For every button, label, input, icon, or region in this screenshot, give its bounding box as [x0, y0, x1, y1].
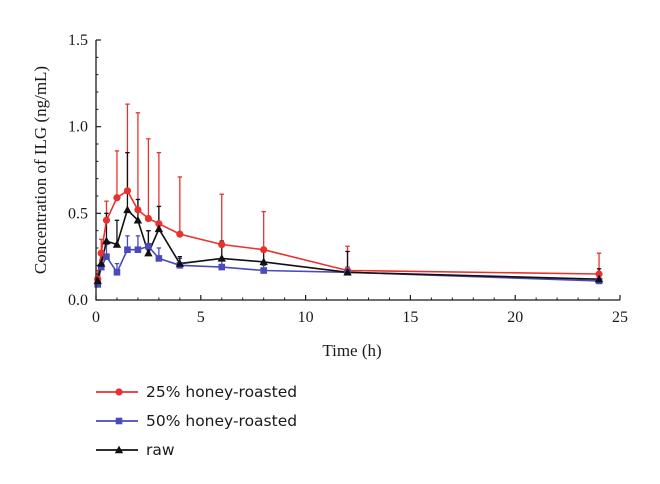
legend-marker [115, 388, 123, 396]
y-tick-label: 0.5 [68, 205, 88, 222]
data-point [102, 216, 111, 224]
data-point [260, 267, 267, 274]
data-point [133, 215, 143, 224]
legend-label: raw [146, 441, 175, 459]
data-point [103, 253, 110, 260]
data-point [123, 205, 132, 214]
legend-marker [114, 445, 124, 454]
data-point [112, 240, 122, 248]
data-point [134, 246, 142, 254]
legend-label: 50% honey-roasted [146, 412, 297, 430]
series-markers [93, 187, 604, 288]
series-line-1 [96, 189, 600, 280]
data-point [259, 257, 268, 266]
data-point [175, 259, 185, 267]
data-point [595, 270, 603, 278]
data-point [343, 267, 352, 276]
axes [95, 39, 621, 301]
legend-item: 50% honey-roasted [96, 412, 297, 430]
data-point [217, 254, 226, 262]
data-point [144, 214, 152, 223]
data-point [97, 249, 105, 257]
y-tick-label: 1.0 [68, 119, 88, 136]
legend-item: raw [96, 441, 175, 459]
x-tick-label: 0 [92, 309, 100, 326]
x-tick-label: 10 [298, 309, 314, 326]
data-point [260, 246, 268, 254]
data-point [97, 263, 105, 271]
y-tick-label: 0.0 [68, 292, 88, 309]
data-point [176, 230, 184, 238]
data-point [594, 274, 604, 283]
data-point [154, 224, 164, 233]
data-point [123, 187, 132, 195]
legend: 25% honey-roasted 50% honey-roasted raw [96, 383, 297, 459]
data-point [145, 242, 152, 250]
tick-labels: 0 5 10 15 20 25 0.0 0.5 1.0 1.5 [68, 32, 628, 326]
data-point [97, 259, 106, 267]
data-point [218, 240, 226, 249]
legend-marker [115, 417, 123, 425]
y-tick-label: 1.5 [68, 32, 88, 49]
x-tick-label: 5 [197, 309, 205, 326]
legend-item: 25% honey-roasted [96, 383, 297, 401]
y-axis-title: Concentration of ILG (ng/mL) [31, 66, 50, 274]
data-point [113, 268, 121, 276]
data-point [113, 194, 121, 202]
data-point [94, 281, 102, 288]
x-tick-label: 15 [402, 309, 418, 326]
data-point [144, 248, 153, 257]
legend-label: 25% honey-roasted [146, 383, 297, 401]
error-bars [95, 103, 602, 285]
data-point [134, 206, 142, 214]
data-point [218, 263, 226, 271]
data-point [155, 220, 163, 228]
x-tick-label: 20 [507, 309, 523, 326]
data-point [124, 246, 131, 254]
data-point [155, 255, 163, 262]
x-tick-label: 25 [612, 309, 628, 326]
data-point [102, 236, 111, 245]
x-axis-title: Time (h) [322, 341, 381, 360]
